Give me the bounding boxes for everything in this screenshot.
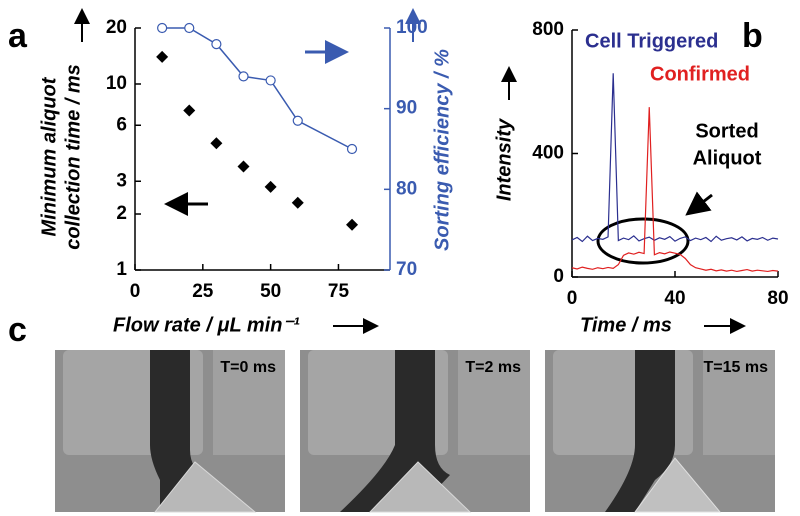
y-axis-label: Minimum aliquot xyxy=(38,76,60,236)
x-tick-label: 50 xyxy=(260,281,281,302)
series-line xyxy=(571,73,779,243)
diamond-point xyxy=(264,180,277,193)
panel-label: c xyxy=(8,311,27,349)
diamond-point xyxy=(156,50,169,63)
circle-point xyxy=(265,75,276,86)
micrograph xyxy=(55,350,285,513)
y-tick-label: 2 xyxy=(116,203,127,224)
x-axis-label: Time / ms xyxy=(580,314,672,336)
panel-label: a xyxy=(8,17,28,55)
y2-tick-label: 90 xyxy=(396,98,417,119)
y-tick-label: 400 xyxy=(532,143,564,164)
y2-tick-label: 100 xyxy=(396,17,428,38)
y-tick-label: 6 xyxy=(116,114,127,135)
diamond-point xyxy=(346,218,359,231)
image-label: T=0 ms xyxy=(220,359,276,376)
y-tick-label: 3 xyxy=(116,170,127,191)
circle-point xyxy=(292,115,303,126)
panel-label: b xyxy=(742,17,763,55)
y2-tick-label: 70 xyxy=(396,259,417,280)
annotation: Aliquot xyxy=(693,147,762,169)
y-axis-label: collection time / ms xyxy=(62,64,84,250)
y-tick-label: 800 xyxy=(532,19,564,40)
x-tick-label: 25 xyxy=(192,281,214,302)
highlight-ellipse xyxy=(596,217,690,265)
image-label: T=15 ms xyxy=(704,359,769,376)
diamond-point xyxy=(183,104,196,117)
circle-point xyxy=(184,22,195,34)
circle-point xyxy=(157,22,168,34)
y-axis-label: Intensity xyxy=(493,118,515,201)
diamond-point xyxy=(210,137,223,150)
legend-label: Cell Triggered xyxy=(585,30,718,52)
diamond-point xyxy=(291,196,304,209)
x-axis-label: Flow rate / μL min⁻¹ xyxy=(113,314,300,336)
annotation: Sorted xyxy=(695,120,758,142)
x-tick-label: 40 xyxy=(664,288,685,309)
y-tick-label: 20 xyxy=(106,17,127,38)
y2-tick-label: 80 xyxy=(396,178,417,199)
arrow xyxy=(685,191,713,216)
legend-label: Confirmed xyxy=(650,63,750,85)
image-label: T=2 ms xyxy=(465,359,521,376)
circle-point xyxy=(238,71,249,82)
x-tick-label: 80 xyxy=(767,288,788,309)
y-tick-label: 0 xyxy=(553,266,564,287)
micrograph xyxy=(545,350,775,513)
x-tick-label: 0 xyxy=(130,281,141,302)
y-tick-label: 10 xyxy=(106,73,127,94)
series-line xyxy=(571,107,779,273)
series-line xyxy=(162,27,353,150)
diamond-point xyxy=(237,160,250,173)
micrograph xyxy=(300,350,530,513)
y2-axis-label: Sorting efficiency / % xyxy=(431,49,453,251)
x-tick-label: 75 xyxy=(328,281,350,302)
circle-point xyxy=(211,39,222,50)
x-tick-label: 0 xyxy=(567,288,578,309)
circle-point xyxy=(346,143,358,155)
y-tick-label: 1 xyxy=(116,259,127,280)
